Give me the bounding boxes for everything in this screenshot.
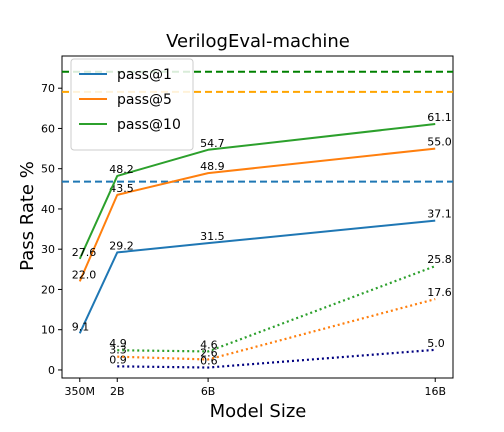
data-label: 55.0	[427, 136, 452, 149]
y-tick-label: 30	[41, 243, 55, 256]
data-label: 31.5	[200, 230, 225, 243]
y-tick-label: 70	[41, 82, 55, 95]
legend-label: pass@1	[117, 67, 172, 83]
chart-title: VerilogEval-machine	[166, 31, 350, 52]
series-line-3	[117, 348, 436, 369]
y-axis-ticks: 0 10 20 30 40 50 60 70	[41, 82, 62, 377]
data-label: 4.9	[109, 337, 127, 350]
y-tick-label: 50	[41, 163, 55, 176]
data-label: 54.7	[200, 137, 225, 150]
plot-frame	[61, 55, 454, 379]
data-label: 29.2	[109, 239, 134, 252]
data-label: 5.0	[427, 337, 445, 350]
data-label: 48.9	[200, 160, 225, 173]
data-label: 27.6	[72, 246, 97, 259]
data-label: 61.1	[427, 111, 452, 124]
legend-label: pass@10	[117, 117, 181, 133]
plot-area: 9.1 29.2 31.5 37.1 22.0 43.5 48.9 55.0 27.6 48.2 5…	[61, 55, 454, 379]
x-axis-ticks: 350M 2B 6B 16B	[65, 378, 446, 398]
data-label: 48.2	[109, 163, 134, 176]
y-tick-label: 40	[41, 203, 55, 216]
data-label: 37.1	[427, 208, 452, 221]
series-line-1	[78, 147, 436, 282]
legend: pass@1 pass@5 pass@10	[70, 58, 194, 151]
y-tick-label: 10	[41, 324, 55, 337]
data-label: 22.0	[72, 268, 97, 281]
series-line-4	[117, 298, 436, 361]
x-axis-label: Model Size	[210, 401, 307, 422]
x-tick-label: 6B	[201, 385, 216, 398]
data-label: 4.6	[200, 338, 218, 351]
y-axis-label: Pass Rate %	[17, 161, 38, 271]
y-tick-label: 60	[41, 122, 55, 135]
x-tick-label: 16B	[424, 385, 446, 398]
series-line-2	[78, 123, 436, 260]
series-line-5	[117, 265, 436, 353]
y-tick-label: 20	[41, 283, 55, 296]
x-tick-label: 2B	[110, 385, 125, 398]
legend-box	[70, 58, 194, 151]
data-label: 43.5	[109, 182, 134, 195]
legend-label: pass@5	[117, 92, 172, 108]
y-tick-label: 0	[48, 364, 55, 377]
x-tick-label: 350M	[65, 385, 96, 398]
data-label: 25.8	[427, 253, 452, 266]
series-line-0	[78, 219, 436, 334]
data-label: 17.6	[427, 286, 452, 299]
data-label: 9.1	[72, 320, 90, 333]
